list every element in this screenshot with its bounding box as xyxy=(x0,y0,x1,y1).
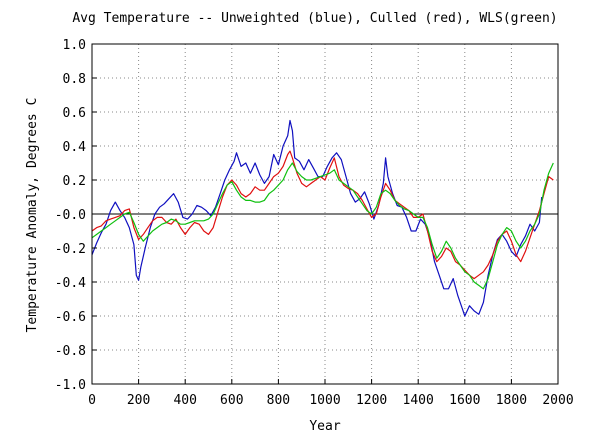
y-axis-ticks: 1.0 0.8 0.6 0.4 0.2 -0.0 -0.2 -0.4 -0.6 -0.8 -1.0 xyxy=(55,38,97,393)
x-tick-label: 0 xyxy=(88,393,96,408)
x-tick-label: 1200 xyxy=(356,393,387,408)
series-lines xyxy=(91,119,554,317)
y-tick-label: -0.8 xyxy=(55,344,86,359)
x-tick-label: 600 xyxy=(220,393,243,408)
y-tick-label: -0.2 xyxy=(55,242,86,257)
x-tick-label: 800 xyxy=(267,393,290,408)
series-line-2 xyxy=(91,150,554,280)
x-axis-label: Year xyxy=(309,419,340,434)
y-tick-label: 0.6 xyxy=(63,106,86,121)
x-tick-label: 1800 xyxy=(496,393,527,408)
y-axis-label: Temperature Anomaly, Degrees C xyxy=(25,98,40,333)
x-tick-label: 200 xyxy=(127,393,150,408)
x-tick-label: 400 xyxy=(173,393,196,408)
y-tick-label: -0.6 xyxy=(55,310,86,325)
y-tick-label: -1.0 xyxy=(55,378,86,393)
y-tick-label: -0.0 xyxy=(55,208,86,223)
chart-title: Avg Temperature -- Unweighted (blue), Cu… xyxy=(72,11,557,26)
y-tick-label: -0.4 xyxy=(55,276,86,291)
y-tick-label: 0.8 xyxy=(63,72,86,87)
series-line-1 xyxy=(91,119,543,317)
x-tick-label: 1400 xyxy=(403,393,434,408)
y-tick-label: 0.2 xyxy=(63,174,86,189)
x-tick-label: 1000 xyxy=(309,393,340,408)
x-axis-ticks: 0 200 400 600 800 1000 1200 1400 1600 1800 2000 xyxy=(88,379,574,408)
y-tick-label: 0.4 xyxy=(63,140,87,155)
x-tick-label: 1600 xyxy=(449,393,480,408)
x-tick-label: 2000 xyxy=(542,393,573,408)
series-line-3 xyxy=(91,162,554,290)
y-tick-label: 1.0 xyxy=(63,38,86,53)
